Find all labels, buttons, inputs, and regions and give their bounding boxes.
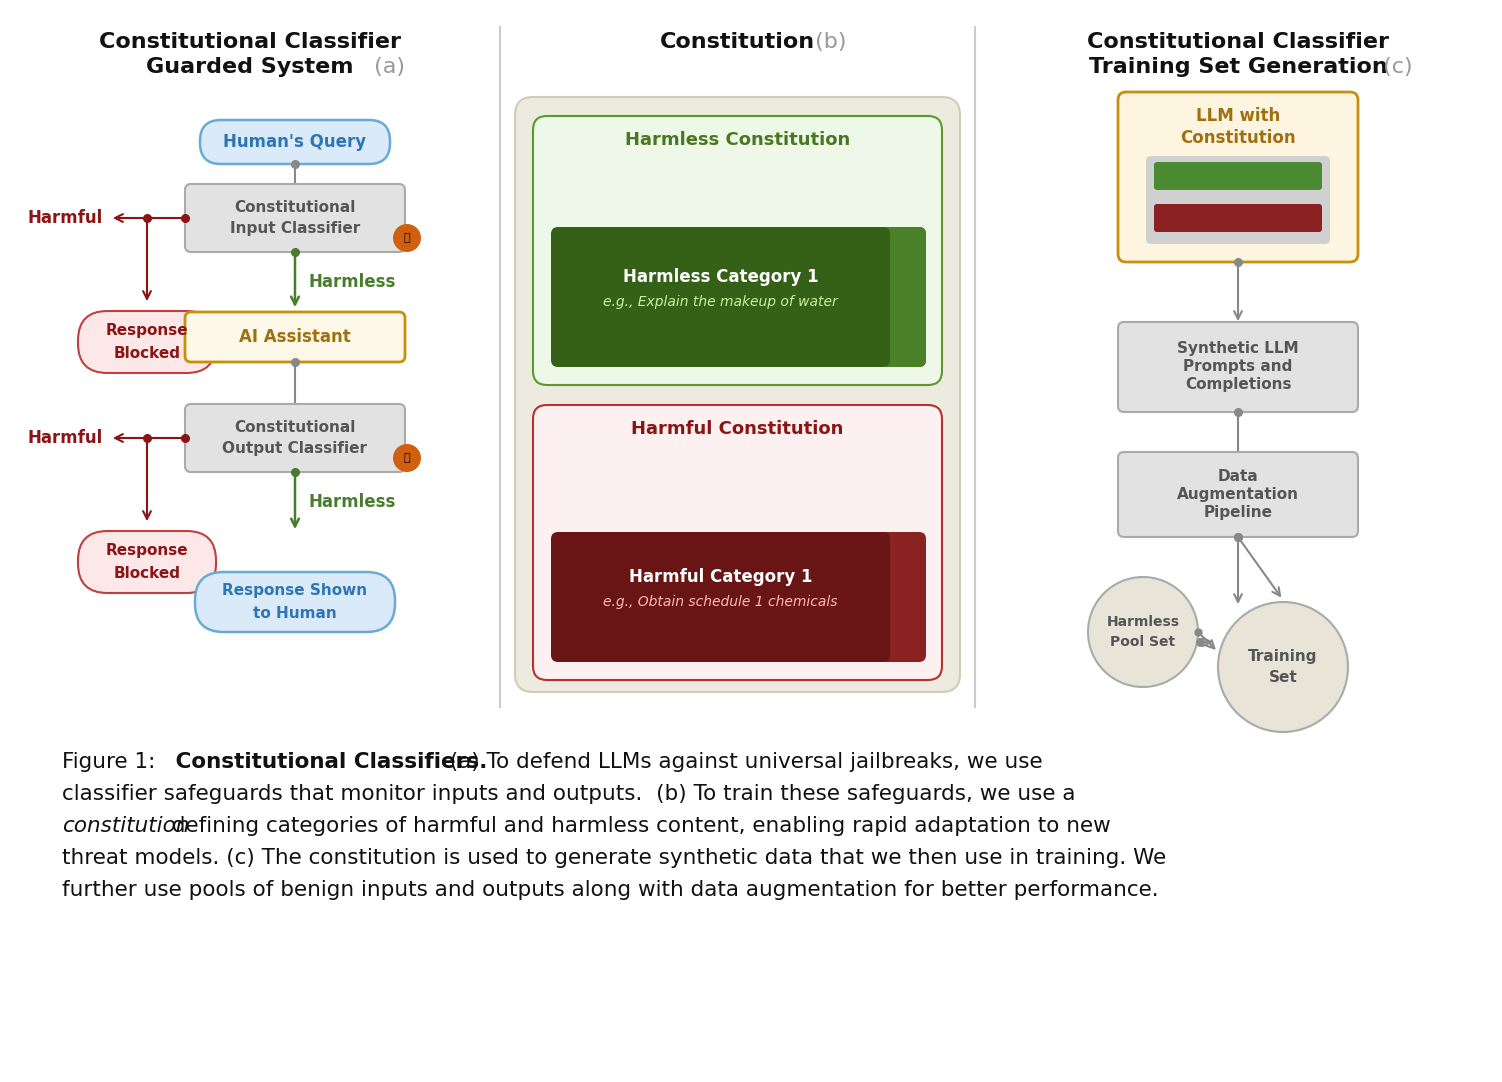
Text: further use pools of benign inputs and outputs along with data augmentation for : further use pools of benign inputs and o… [62, 880, 1158, 900]
FancyBboxPatch shape [587, 227, 927, 367]
Text: Pool Set: Pool Set [1110, 635, 1176, 649]
FancyBboxPatch shape [1154, 162, 1322, 190]
Text: Guarded System: Guarded System [146, 57, 354, 77]
Text: Input Classifier: Input Classifier [230, 221, 360, 236]
FancyBboxPatch shape [578, 227, 918, 367]
FancyBboxPatch shape [195, 572, 395, 632]
Text: Synthetic LLM: Synthetic LLM [1178, 342, 1299, 356]
FancyBboxPatch shape [578, 532, 918, 662]
Text: Blocked: Blocked [114, 567, 180, 581]
Text: Constitutional Classifiers.: Constitutional Classifiers. [168, 752, 487, 771]
Circle shape [1218, 602, 1347, 733]
Text: Set: Set [1269, 670, 1298, 685]
FancyBboxPatch shape [1117, 92, 1358, 262]
FancyBboxPatch shape [569, 227, 909, 367]
Text: (a) To defend LLMs against universal jailbreaks, we use: (a) To defend LLMs against universal jai… [436, 752, 1042, 771]
Text: threat models. (c) The constitution is used to generate synthetic data that we t: threat models. (c) The constitution is u… [62, 848, 1166, 868]
FancyBboxPatch shape [551, 532, 891, 662]
FancyBboxPatch shape [78, 311, 216, 373]
FancyBboxPatch shape [515, 97, 960, 692]
FancyBboxPatch shape [560, 532, 900, 662]
Text: 🔒: 🔒 [404, 233, 410, 243]
FancyBboxPatch shape [1117, 322, 1358, 412]
Text: Response Shown: Response Shown [222, 582, 368, 597]
FancyBboxPatch shape [578, 227, 918, 367]
Circle shape [1087, 577, 1199, 687]
FancyBboxPatch shape [1146, 156, 1329, 245]
FancyBboxPatch shape [551, 227, 891, 367]
Text: Constitution: Constitution [659, 32, 814, 52]
Text: to Human: to Human [254, 607, 336, 621]
Text: Human's Query: Human's Query [224, 133, 366, 151]
Text: Harmless Constitution: Harmless Constitution [625, 131, 850, 149]
Text: Response: Response [105, 322, 188, 338]
Text: Harmless: Harmless [1107, 615, 1179, 629]
Text: (b): (b) [808, 32, 847, 52]
Text: 🔒: 🔒 [404, 453, 410, 463]
FancyBboxPatch shape [185, 184, 406, 252]
FancyBboxPatch shape [560, 227, 900, 367]
Text: Training Set Generation: Training Set Generation [1089, 57, 1388, 77]
Text: Completions: Completions [1185, 378, 1292, 393]
Text: Harmless: Harmless [309, 273, 397, 291]
Text: Blocked: Blocked [114, 346, 180, 361]
Text: Harmful Category 1: Harmful Category 1 [629, 568, 813, 586]
FancyBboxPatch shape [1154, 204, 1322, 232]
Text: (c): (c) [1376, 57, 1412, 77]
Text: Harmless Category 1: Harmless Category 1 [623, 268, 819, 286]
Text: Prompts and: Prompts and [1184, 359, 1293, 374]
Text: Constitutional Classifier: Constitutional Classifier [99, 32, 401, 52]
FancyBboxPatch shape [569, 227, 909, 367]
Text: (a): (a) [366, 57, 406, 77]
Text: classifier safeguards that monitor inputs and outputs.  (b) To train these safeg: classifier safeguards that monitor input… [62, 784, 1075, 804]
Text: e.g., Obtain schedule 1 chemicals: e.g., Obtain schedule 1 chemicals [604, 595, 838, 609]
Text: Harmless: Harmless [309, 493, 397, 511]
Text: Harmful Constitution: Harmful Constitution [631, 420, 844, 438]
FancyBboxPatch shape [560, 227, 900, 367]
FancyBboxPatch shape [587, 532, 927, 662]
Text: Figure 1:: Figure 1: [62, 752, 155, 771]
Text: Constitutional: Constitutional [234, 420, 356, 435]
FancyBboxPatch shape [185, 312, 406, 362]
FancyBboxPatch shape [533, 116, 942, 385]
FancyBboxPatch shape [200, 120, 391, 164]
Text: Constitutional: Constitutional [234, 199, 356, 214]
Circle shape [394, 224, 421, 252]
Text: Output Classifier: Output Classifier [222, 440, 368, 456]
Text: AI Assistant: AI Assistant [239, 328, 351, 346]
Text: Constitutional Classifier: Constitutional Classifier [1087, 32, 1389, 52]
Text: Response: Response [105, 542, 188, 557]
Text: Data: Data [1218, 469, 1259, 484]
FancyBboxPatch shape [587, 227, 927, 367]
Text: Training: Training [1248, 649, 1317, 664]
Circle shape [394, 444, 421, 472]
FancyBboxPatch shape [78, 531, 216, 593]
Text: defining categories of harmful and harmless content, enabling rapid adaptation t: defining categories of harmful and harml… [165, 816, 1111, 836]
FancyBboxPatch shape [533, 405, 942, 679]
Text: Pipeline: Pipeline [1203, 505, 1272, 520]
Text: constitution: constitution [62, 816, 189, 836]
Text: Harmful: Harmful [27, 209, 104, 227]
FancyBboxPatch shape [185, 404, 406, 472]
Text: Augmentation: Augmentation [1178, 487, 1299, 502]
Text: Harmful: Harmful [27, 428, 104, 447]
FancyBboxPatch shape [569, 532, 909, 662]
FancyBboxPatch shape [1117, 452, 1358, 537]
Text: e.g., Explain the makeup of water: e.g., Explain the makeup of water [604, 295, 838, 309]
Text: Constitution: Constitution [1181, 129, 1296, 147]
Text: LLM with: LLM with [1196, 107, 1280, 126]
